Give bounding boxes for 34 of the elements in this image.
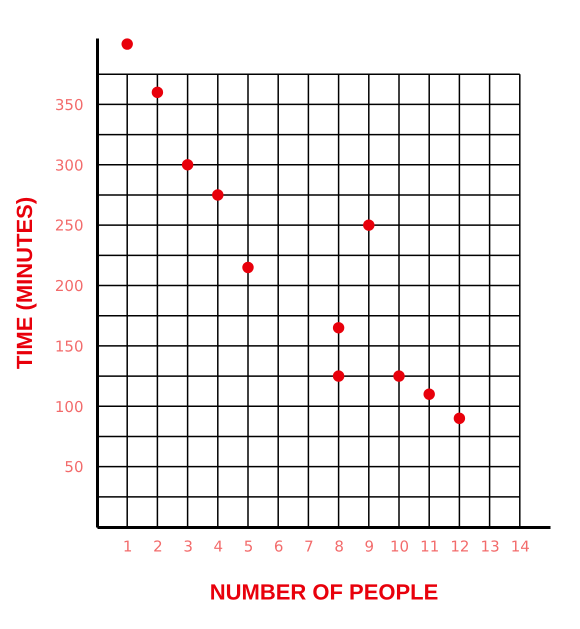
x-tick-label: 2	[153, 538, 163, 556]
x-tick-label: 11	[420, 538, 440, 556]
x-tick-label: 7	[304, 538, 314, 556]
x-tick-label: 5	[244, 538, 254, 556]
y-axis-title: TIME (MINUTES)	[12, 196, 37, 370]
point	[122, 38, 133, 50]
y-tick-label: 250	[54, 216, 84, 235]
point	[182, 159, 194, 170]
y-tick-label: 100	[54, 398, 84, 416]
y-tick-label: 350	[54, 96, 84, 114]
point	[424, 388, 435, 400]
x-tick-label: 12	[450, 538, 470, 556]
x-tick-label: 3	[183, 538, 193, 556]
point	[332, 370, 344, 382]
y-tick-label: 200	[54, 277, 84, 296]
x-tick-label: 13	[480, 538, 500, 556]
x-tick-label: 6	[274, 538, 284, 556]
x-tick-label: 4	[214, 538, 224, 556]
point	[152, 86, 164, 98]
x-axis-title: NUMBER OF PEOPLE	[210, 580, 438, 604]
y-tick-label: 150	[54, 337, 84, 356]
point	[363, 219, 374, 231]
y-tick-label: 50	[64, 458, 84, 476]
x-tick-label: 8	[334, 538, 344, 556]
point	[454, 412, 466, 424]
x-tick-label: 14	[510, 538, 530, 556]
x-tick-label: 9	[364, 538, 374, 556]
point	[212, 189, 224, 201]
x-tick-label: 1	[122, 538, 132, 556]
y-tick-label: 300	[54, 156, 84, 174]
point	[332, 322, 344, 334]
x-tick-label: 10	[390, 538, 410, 556]
point	[393, 370, 405, 382]
point	[242, 262, 254, 274]
